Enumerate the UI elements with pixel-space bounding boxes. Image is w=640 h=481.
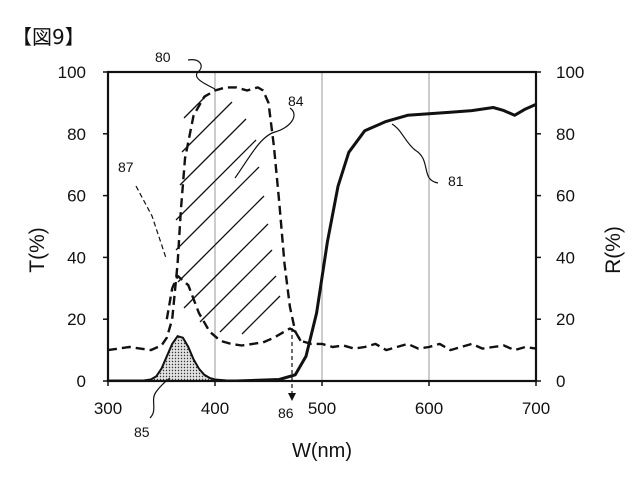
y-right-tick-label: 40 (556, 248, 575, 267)
y-left-tick-label: 80 (67, 125, 86, 144)
y-right-tick-label: 0 (556, 372, 565, 391)
leader-81 (392, 124, 438, 183)
annotation-81: 81 (448, 173, 464, 189)
x-tick-label: 700 (522, 399, 550, 418)
figure-label: 【図9】 (12, 25, 85, 49)
annotation-84: 84 (288, 93, 304, 109)
annotation-80: 80 (155, 49, 171, 65)
x-tick-label: 600 (415, 399, 443, 418)
y-right-tick-label: 60 (556, 187, 575, 206)
leader-84 (235, 108, 294, 178)
leader-80 (188, 60, 215, 89)
annotation-86: 86 (278, 405, 294, 421)
y-axis-left-label: T(%) (26, 227, 49, 273)
annotation-85: 85 (134, 424, 150, 440)
annotation-87: 87 (118, 159, 134, 175)
leader-87 (136, 186, 166, 258)
arrow-86-icon (288, 393, 296, 401)
x-tick-label: 400 (201, 399, 229, 418)
y-right-tick-label: 100 (556, 63, 584, 82)
y-left-tick-label: 20 (67, 310, 86, 329)
x-axis-label: W(nm) (292, 440, 352, 462)
y-left-tick-label: 40 (67, 248, 86, 267)
x-tick-label: 300 (94, 399, 122, 418)
axis-ticks: 300 400 500 600 700 0 20 40 60 80 100 0 20 40 60 80 100 (58, 63, 585, 418)
y-left-tick-label: 0 (77, 372, 86, 391)
leader-85 (150, 378, 170, 418)
y-axis-right-label: R(%) (602, 226, 625, 274)
y-right-tick-label: 20 (556, 310, 575, 329)
series-87-line (167, 276, 301, 346)
y-left-tick-label: 100 (58, 63, 86, 82)
y-left-tick-label: 60 (67, 187, 86, 206)
chart-root: 【図9】 300 400 500 600 700 0 20 40 60 80 100 0 20 40 60 8… (0, 0, 640, 481)
x-tick-label: 500 (308, 399, 336, 418)
y-right-tick-label: 80 (556, 125, 575, 144)
